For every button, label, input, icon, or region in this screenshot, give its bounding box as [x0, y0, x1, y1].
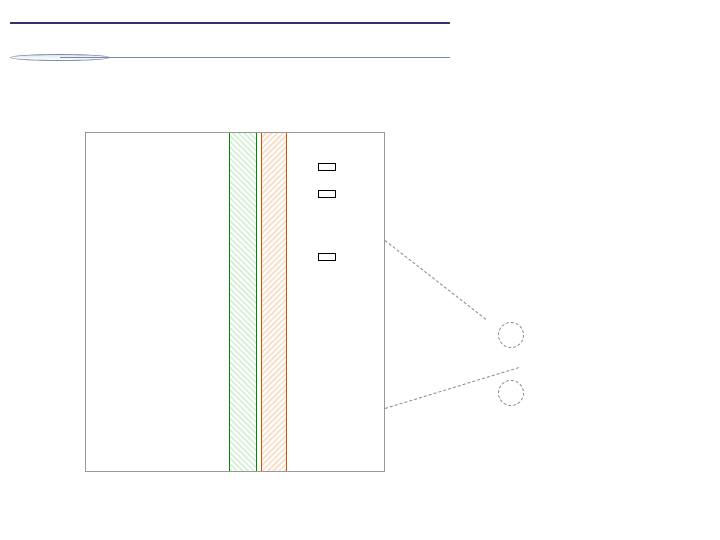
- annotation-bbf: [318, 163, 336, 171]
- orange-phase-band: [261, 133, 287, 471]
- orbit-map-chart: [470, 2, 705, 124]
- connector-line-1: [385, 240, 486, 320]
- bottom-caption: [130, 508, 194, 536]
- title-underline: [10, 54, 450, 62]
- circle-marker-1: [498, 322, 524, 348]
- left-superposed-chart: [85, 132, 385, 472]
- time-labels: [235, 118, 259, 130]
- circle-marker-2: [498, 380, 524, 406]
- annotation-plasma-bubble: [318, 253, 336, 261]
- annotation-dipolization: [318, 190, 336, 198]
- green-phase-band: [229, 133, 257, 471]
- title-bar: [10, 18, 450, 24]
